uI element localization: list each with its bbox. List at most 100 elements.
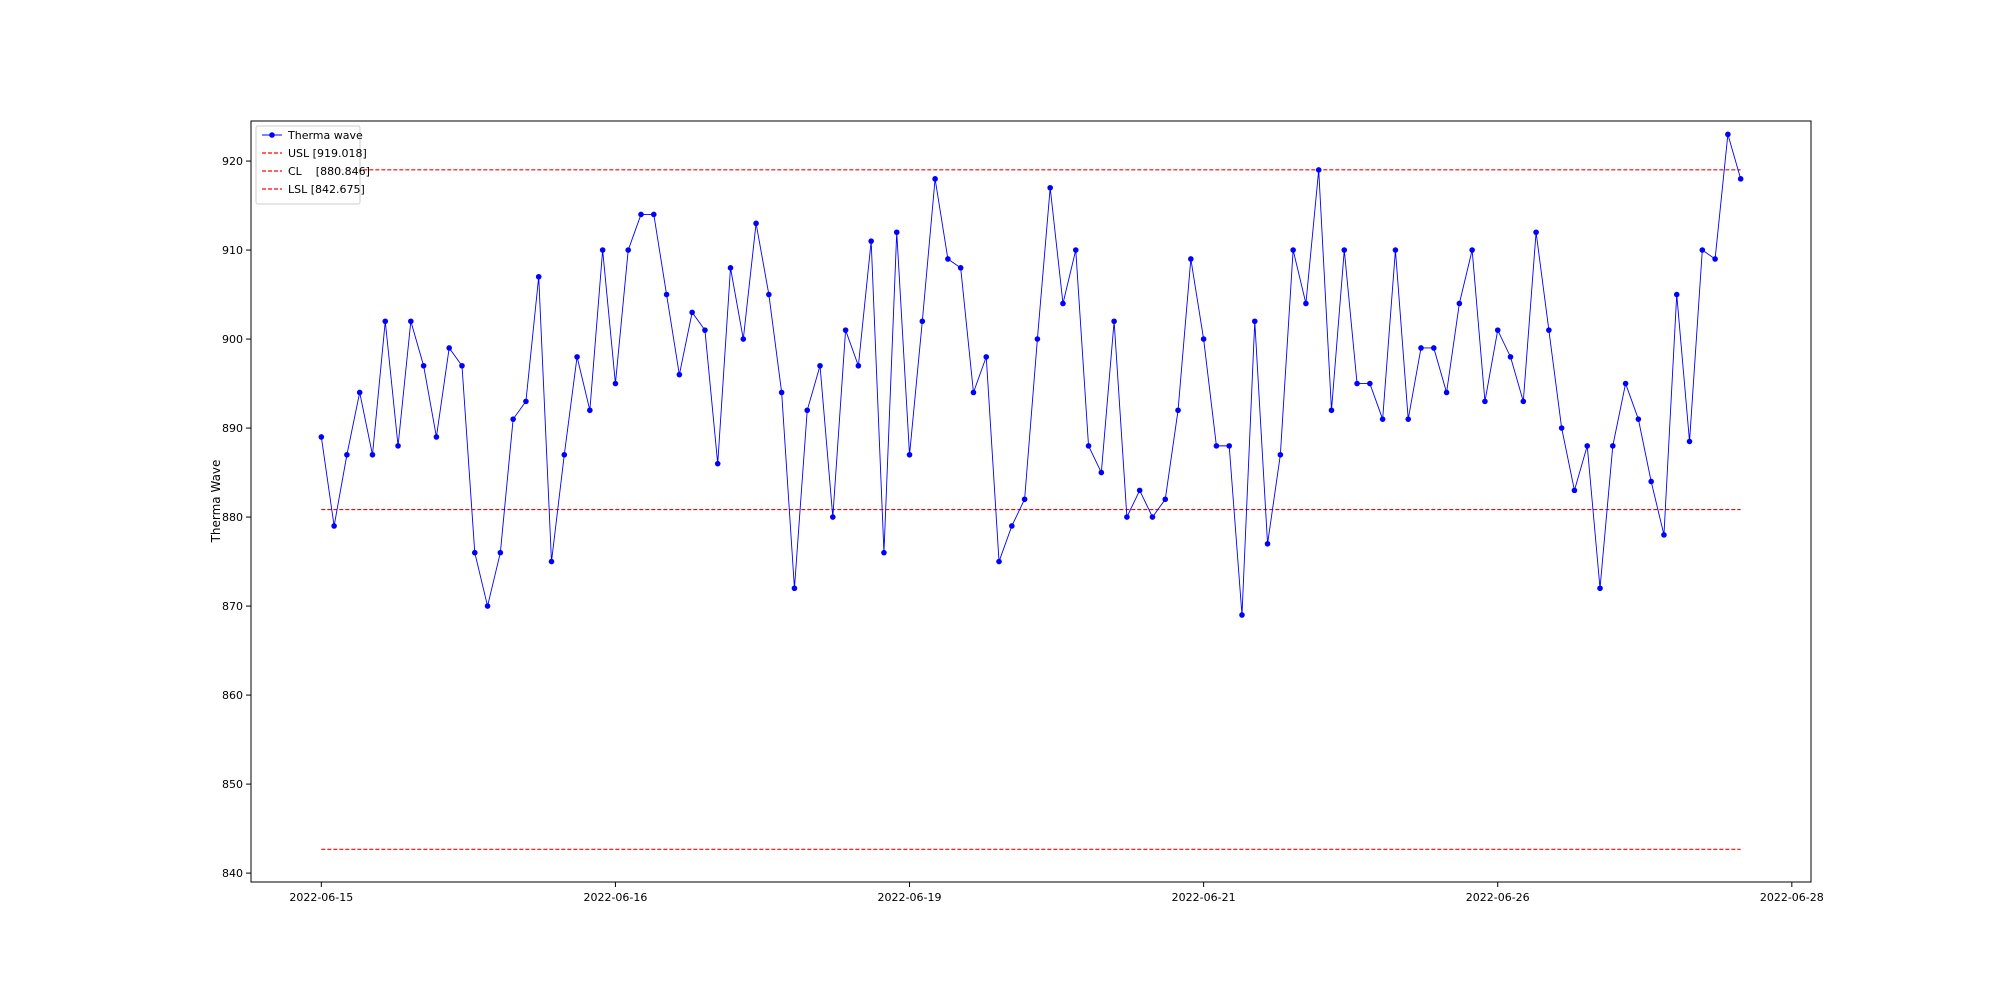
- data-point: [1072, 247, 1079, 253]
- data-point: [1635, 416, 1642, 422]
- data-point: [331, 523, 337, 529]
- data-point: [1009, 523, 1015, 529]
- data-point: [791, 585, 798, 592]
- data-point: [369, 451, 376, 458]
- data-point: [382, 318, 389, 325]
- data-point: [1124, 514, 1130, 520]
- data-point: [1367, 380, 1373, 387]
- x-tick-label: 2022-06-28: [1760, 891, 1824, 904]
- series-line: [320, 134, 1742, 616]
- data-point: [1149, 514, 1156, 520]
- data-point: [535, 273, 542, 280]
- data-point: [1034, 336, 1041, 342]
- data-point: [523, 398, 529, 405]
- data-point: [433, 434, 440, 440]
- data-point: [1251, 318, 1258, 325]
- data-point: [702, 327, 708, 333]
- data-point: [1264, 540, 1271, 547]
- y-tick-label: 880: [222, 511, 243, 524]
- data-point: [983, 354, 990, 360]
- data-point: [1162, 496, 1169, 503]
- y-axis-label: Therma Wave: [209, 460, 223, 544]
- data-point: [1571, 487, 1578, 494]
- data-point: [945, 256, 951, 262]
- data-point: [1226, 443, 1232, 449]
- data-point: [893, 229, 900, 236]
- data-point: [1712, 256, 1718, 262]
- data-point: [1533, 229, 1539, 236]
- data-point: [561, 451, 568, 458]
- data-point: [957, 265, 964, 271]
- data-point: [1405, 416, 1412, 422]
- data-point: [1392, 247, 1399, 253]
- data-point: [1060, 300, 1066, 307]
- legend: Therma wave USL [919.018] CL [880.846] LSL …: [255, 125, 370, 205]
- plot-background: [251, 121, 1811, 882]
- data-point: [1737, 176, 1744, 182]
- data-point: [395, 443, 401, 449]
- series-layer: [318, 131, 1744, 618]
- data-point: [1456, 300, 1463, 307]
- x-tick-label: 2022-06-16: [583, 891, 647, 904]
- data-point: [1610, 443, 1616, 449]
- data-point: [676, 371, 683, 378]
- data-point: [1136, 487, 1143, 494]
- legend-label: CL [880.846]: [288, 165, 370, 178]
- y-tick-label: 900: [222, 333, 243, 346]
- data-point: [587, 407, 593, 414]
- data-point: [1085, 443, 1092, 449]
- data-point: [817, 362, 823, 369]
- y-tick-label: 860: [222, 689, 243, 702]
- data-point: [727, 265, 734, 271]
- data-point: [1430, 345, 1437, 351]
- data-point: [1686, 438, 1693, 445]
- data-point: [446, 345, 452, 351]
- y-tick-label: 870: [222, 600, 243, 613]
- data-point: [599, 247, 606, 253]
- data-point: [1699, 247, 1706, 253]
- data-point: [612, 380, 619, 387]
- data-point: [1520, 398, 1527, 405]
- data-point: [830, 514, 836, 520]
- x-tick-label: 2022-06-21: [1172, 891, 1236, 904]
- data-point: [548, 558, 555, 565]
- data-point: [1443, 389, 1450, 396]
- data-point: [932, 176, 938, 182]
- data-point: [1725, 131, 1731, 138]
- y-tick-label: 840: [222, 867, 243, 880]
- data-point: [1315, 167, 1322, 173]
- data-point: [1021, 496, 1028, 503]
- data-point: [1290, 247, 1296, 253]
- data-point: [778, 389, 785, 396]
- data-point: [1507, 354, 1514, 360]
- data-point: [1379, 416, 1386, 422]
- data-point: [996, 558, 1002, 565]
- x-tick-label: 2022-06-19: [878, 891, 942, 904]
- data-point: [638, 211, 644, 218]
- y-tick-label: 910: [222, 244, 243, 257]
- data-point: [471, 549, 478, 556]
- data-point: [1098, 469, 1105, 476]
- data-point: [740, 336, 747, 342]
- data-point: [1622, 380, 1629, 387]
- data-point: [1239, 612, 1245, 618]
- data-point: [356, 389, 363, 396]
- data-point: [484, 603, 491, 609]
- x-axis: 2022-06-15 2022-06-16 2022-06-19 2022-06-21…: [289, 882, 1824, 904]
- data-point: [714, 460, 721, 467]
- data-point: [510, 416, 516, 422]
- y-tick-label: 850: [222, 778, 243, 791]
- data-point: [344, 451, 350, 458]
- data-point: [919, 318, 926, 325]
- data-point: [1673, 291, 1680, 298]
- data-point: [1418, 345, 1424, 351]
- data-point: [318, 434, 325, 440]
- data-point: [625, 247, 632, 253]
- data-point: [1188, 256, 1194, 262]
- data-point: [1584, 443, 1591, 449]
- y-tick-label: 920: [222, 155, 243, 168]
- data-point: [497, 549, 504, 556]
- data-point: [855, 362, 862, 369]
- data-point: [842, 327, 849, 333]
